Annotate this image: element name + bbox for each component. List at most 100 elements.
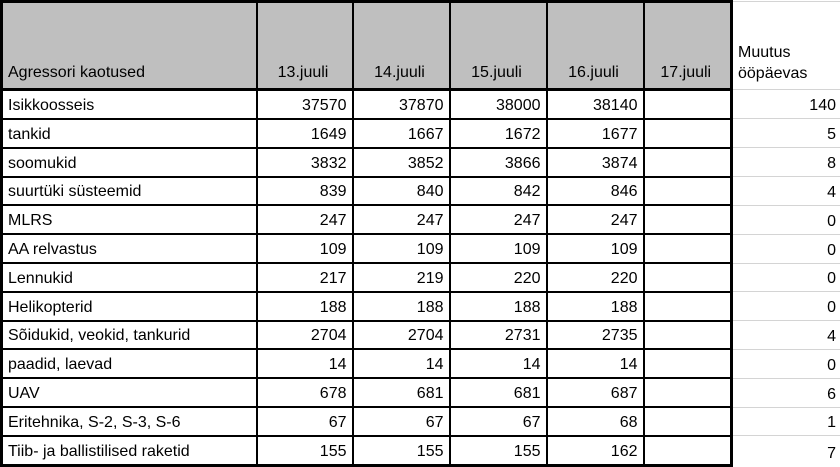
cell-13-juuli[interactable]: 188: [255, 290, 354, 322]
cell-13-juuli[interactable]: 14: [255, 348, 354, 380]
cell-change[interactable]: 7: [730, 435, 840, 466]
header-date-16-juuli[interactable]: 16.juuli: [545, 0, 645, 91]
cell-15-juuli[interactable]: 155: [448, 434, 548, 467]
header-aggressor-losses[interactable]: Agressori kaotused: [0, 0, 258, 91]
cell-17-juuli[interactable]: [642, 262, 733, 293]
header-date-17-juuli[interactable]: 17.juuli: [642, 0, 733, 91]
cell-13-juuli[interactable]: 678: [255, 377, 354, 409]
cell-17-juuli[interactable]: [642, 406, 733, 437]
row-label[interactable]: tankid: [0, 117, 258, 149]
cell-14-juuli[interactable]: 840: [351, 175, 451, 207]
cell-15-juuli[interactable]: 2731: [448, 319, 548, 351]
cell-13-juuli[interactable]: 67: [255, 406, 354, 437]
cell-15-juuli[interactable]: 842: [448, 175, 548, 207]
row-label[interactable]: soomukid: [0, 146, 258, 178]
row-label[interactable]: AA relvastus: [0, 233, 258, 265]
cell-16-juuli[interactable]: 687: [545, 377, 645, 409]
cell-13-juuli[interactable]: 839: [255, 175, 354, 207]
cell-16-juuli[interactable]: 109: [545, 233, 645, 265]
cell-14-juuli[interactable]: 681: [351, 377, 451, 409]
cell-17-juuli[interactable]: [642, 233, 733, 265]
cell-13-juuli[interactable]: 155: [255, 434, 354, 467]
cell-change[interactable]: 140: [730, 88, 840, 120]
header-date-14-juuli[interactable]: 14.juuli: [351, 0, 451, 91]
cell-17-juuli[interactable]: [642, 377, 733, 409]
row-label[interactable]: paadid, laevad: [0, 348, 258, 380]
cell-15-juuli[interactable]: 109: [448, 233, 548, 265]
row-label[interactable]: Eritehnika, S-2, S-3, S-6: [0, 406, 258, 437]
header-date-13-juuli[interactable]: 13.juuli: [255, 0, 354, 91]
cell-14-juuli[interactable]: 188: [351, 290, 451, 322]
cell-15-juuli[interactable]: 14: [448, 348, 548, 380]
cell-17-juuli[interactable]: [642, 319, 733, 351]
cell-17-juuli[interactable]: [642, 175, 733, 207]
cell-16-juuli[interactable]: 162: [545, 434, 645, 467]
cell-13-juuli[interactable]: 37570: [255, 88, 354, 120]
row-label[interactable]: Helikopterid: [0, 290, 258, 322]
cell-15-juuli[interactable]: 1672: [448, 117, 548, 149]
cell-16-juuli[interactable]: 188: [545, 290, 645, 322]
cell-15-juuli[interactable]: 3866: [448, 146, 548, 178]
cell-14-juuli[interactable]: 3852: [351, 146, 451, 178]
cell-13-juuli[interactable]: 2704: [255, 319, 354, 351]
cell-16-juuli[interactable]: 220: [545, 262, 645, 293]
cell-13-juuli[interactable]: 217: [255, 262, 354, 293]
cell-16-juuli[interactable]: 2735: [545, 319, 645, 351]
cell-change[interactable]: 4: [730, 176, 840, 206]
cell-17-juuli[interactable]: [642, 434, 733, 467]
cell-change[interactable]: 4: [730, 320, 840, 350]
cell-14-juuli[interactable]: 37870: [351, 88, 451, 120]
row-label[interactable]: Lennukid: [0, 262, 258, 293]
table-row-missiles: Tiib- ja ballistilised raketid 155 155 1…: [0, 434, 840, 467]
cell-13-juuli[interactable]: 3832: [255, 146, 354, 178]
cell-13-juuli[interactable]: 1649: [255, 117, 354, 149]
cell-17-juuli[interactable]: [642, 117, 733, 149]
cell-change[interactable]: 0: [730, 204, 840, 235]
cell-change[interactable]: 6: [730, 377, 840, 408]
cell-16-juuli[interactable]: 3874: [545, 146, 645, 178]
cell-16-juuli[interactable]: 68: [545, 406, 645, 437]
cell-13-juuli[interactable]: 247: [255, 204, 354, 236]
cell-change[interactable]: 0: [730, 233, 840, 264]
cell-16-juuli[interactable]: 14: [545, 348, 645, 380]
cell-change[interactable]: 8: [730, 147, 840, 178]
cell-14-juuli[interactable]: 2704: [351, 319, 451, 351]
cell-change[interactable]: 0: [730, 291, 840, 322]
cell-17-juuli[interactable]: [642, 204, 733, 236]
cell-14-juuli[interactable]: 155: [351, 434, 451, 467]
row-label[interactable]: MLRS: [0, 204, 258, 236]
row-label[interactable]: UAV: [0, 377, 258, 409]
cell-14-juuli[interactable]: 1667: [351, 117, 451, 149]
cell-13-juuli[interactable]: 109: [255, 233, 354, 265]
cell-15-juuli[interactable]: 220: [448, 262, 548, 293]
header-date-15-juuli[interactable]: 15.juuli: [448, 0, 548, 91]
row-label[interactable]: Tiib- ja ballistilised raketid: [0, 434, 258, 467]
cell-16-juuli[interactable]: 846: [545, 175, 645, 207]
cell-15-juuli[interactable]: 38000: [448, 88, 548, 120]
cell-change[interactable]: 1: [730, 406, 840, 437]
cell-14-juuli[interactable]: 247: [351, 204, 451, 236]
cell-17-juuli[interactable]: [642, 290, 733, 322]
cell-14-juuli[interactable]: 67: [351, 406, 451, 437]
row-label[interactable]: suurtüki süsteemid: [0, 175, 258, 207]
cell-14-juuli[interactable]: 14: [351, 348, 451, 380]
cell-16-juuli[interactable]: 1677: [545, 117, 645, 149]
cell-change[interactable]: 0: [730, 262, 840, 293]
cell-15-juuli[interactable]: 188: [448, 290, 548, 322]
cell-17-juuli[interactable]: [642, 146, 733, 178]
cell-change[interactable]: 0: [730, 348, 840, 379]
header-change-per-day[interactable]: Muutus ööpäevas: [730, 1, 840, 90]
row-label[interactable]: Sõidukid, veokid, tankurid: [0, 319, 258, 351]
cell-15-juuli[interactable]: 247: [448, 204, 548, 236]
row-label[interactable]: Isikkoosseis: [0, 88, 258, 120]
table-row-special-equipment: Eritehnika, S-2, S-3, S-6 67 67 67 68 1: [0, 406, 840, 437]
cell-16-juuli[interactable]: 247: [545, 204, 645, 236]
cell-17-juuli[interactable]: [642, 348, 733, 380]
cell-14-juuli[interactable]: 109: [351, 233, 451, 265]
cell-15-juuli[interactable]: 681: [448, 377, 548, 409]
cell-change[interactable]: 5: [730, 118, 840, 149]
cell-14-juuli[interactable]: 219: [351, 262, 451, 293]
cell-15-juuli[interactable]: 67: [448, 406, 548, 437]
cell-16-juuli[interactable]: 38140: [545, 88, 645, 120]
cell-17-juuli[interactable]: [642, 88, 733, 120]
